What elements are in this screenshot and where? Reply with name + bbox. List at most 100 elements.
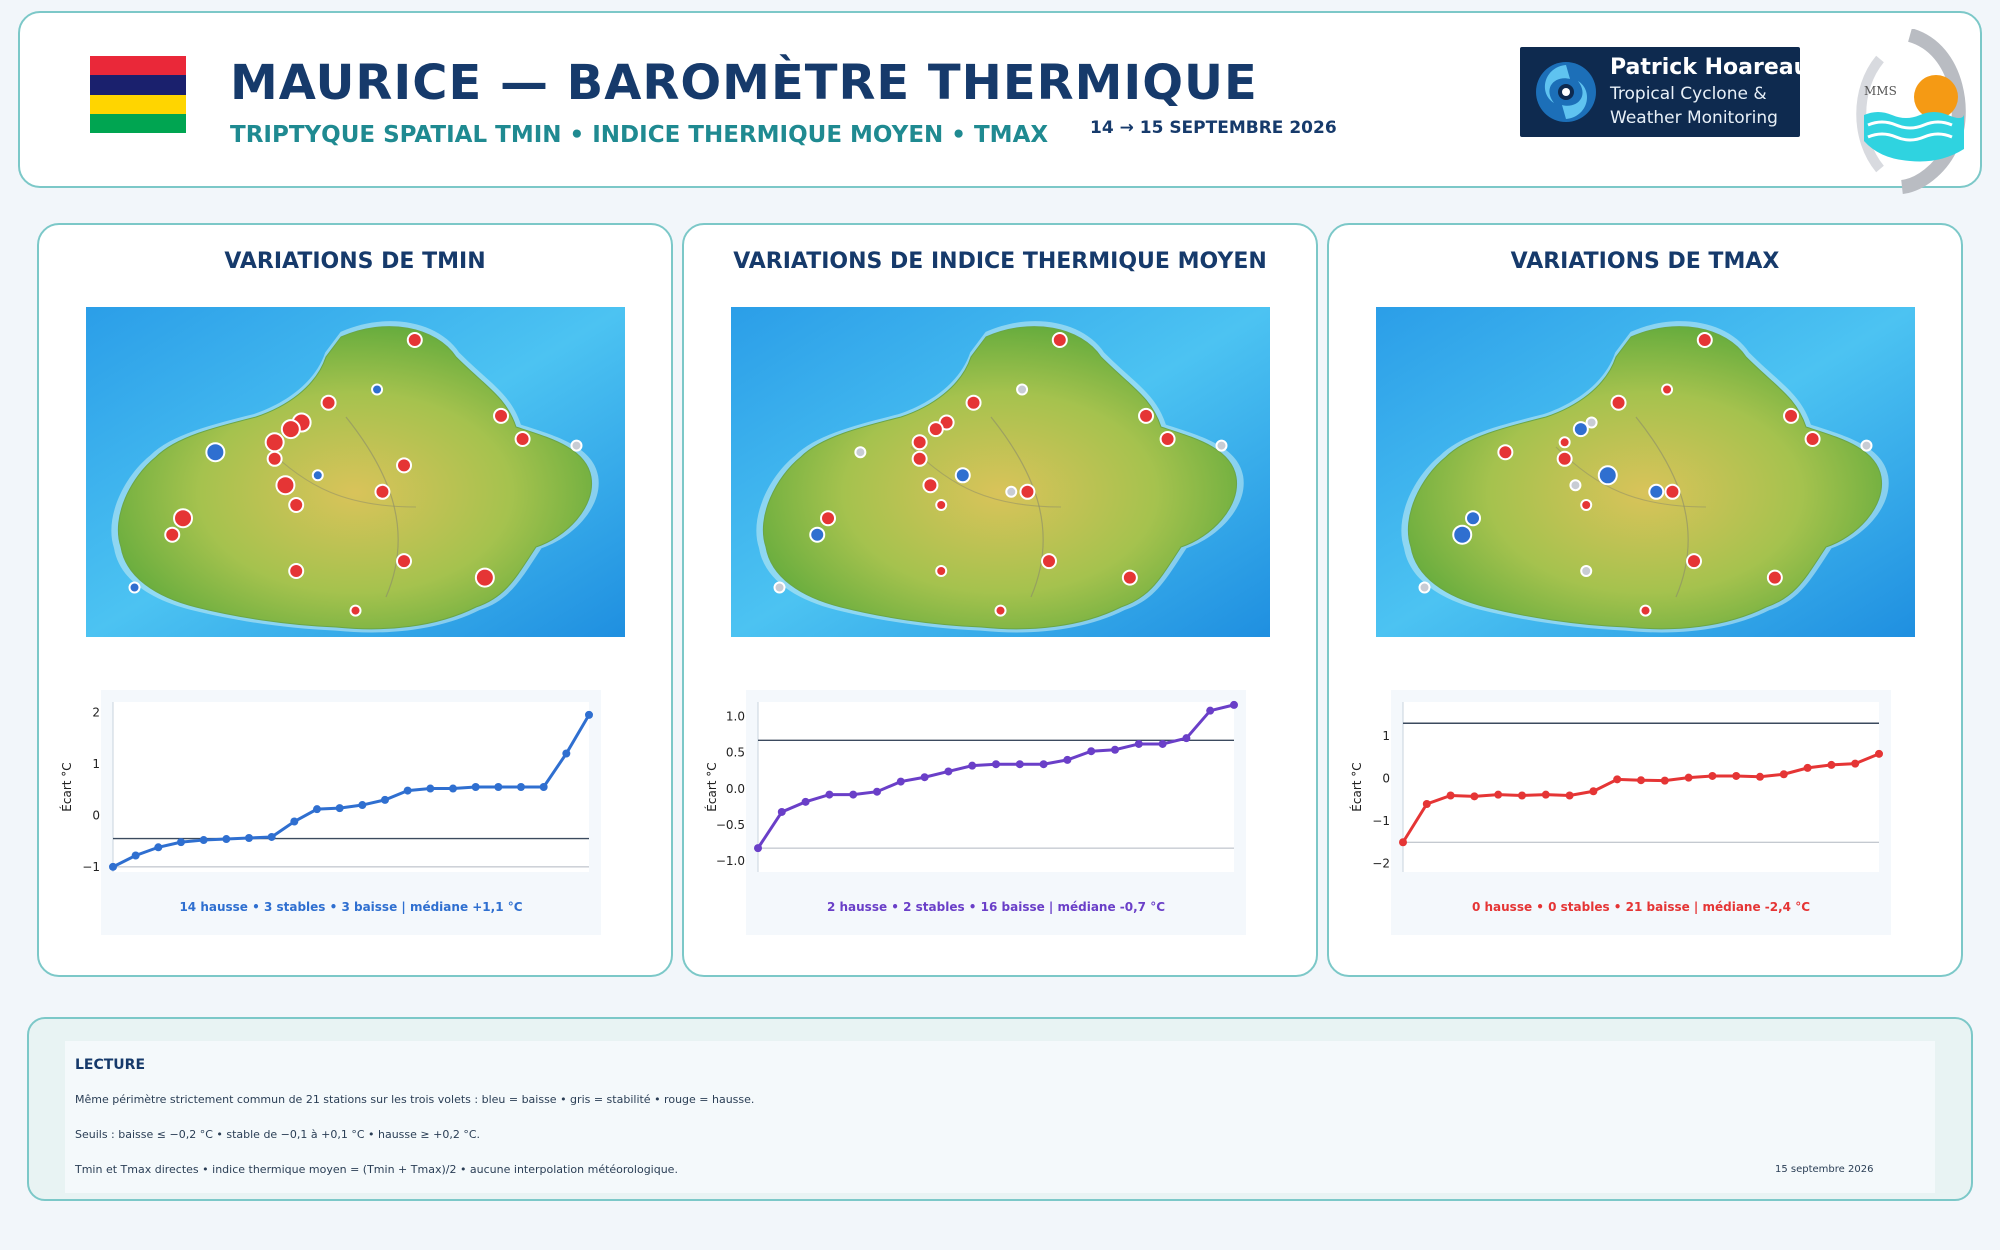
chart-svg: 1.0 0.5 0.0 −0.5 −1.0 Écart °C xyxy=(704,700,1238,872)
station-marker-up xyxy=(922,477,939,494)
data-point xyxy=(562,749,571,758)
y-tick-label: 1 xyxy=(1382,729,1390,743)
station-marker-up xyxy=(1766,569,1783,586)
y-tick-label: −2 xyxy=(1372,857,1390,871)
station-marker-up xyxy=(1664,483,1681,500)
station-marker-up xyxy=(164,526,181,543)
station-marker-down xyxy=(1452,524,1473,545)
data-point xyxy=(992,760,1000,769)
station-marker-up xyxy=(1121,569,1138,586)
y-axis-label: Écart °C xyxy=(59,762,74,811)
station-marker-up xyxy=(1804,431,1821,447)
mms-logo-text: MMS xyxy=(1864,84,1897,98)
y-axis-label: Écart °C xyxy=(704,762,719,811)
station-marker-up xyxy=(514,431,531,447)
data-point xyxy=(1565,791,1574,800)
station-marker-down xyxy=(1572,421,1589,438)
data-point xyxy=(1827,760,1836,769)
station-marker-up xyxy=(1696,332,1713,348)
station-marker-stable xyxy=(570,439,583,452)
chart-svg: 1 0 −1 −2 Écart °C xyxy=(1349,702,1883,872)
station-marker-up xyxy=(288,497,305,513)
station-marker-down xyxy=(311,469,324,482)
panel-title: VARIATIONS DE TMAX xyxy=(1510,249,1780,274)
data-point xyxy=(1541,790,1550,799)
y-tick-label: −1 xyxy=(1372,814,1390,828)
data-point xyxy=(381,795,389,804)
chart-tmin: 2 1 0 −1 Écart °C 14 hausse • 3 stables • 3 … xyxy=(59,690,601,935)
station-marker-up xyxy=(280,419,301,440)
page-subtitle: TRIPTYQUE SPATIAL TMIN • INDICE THERMIQU… xyxy=(230,122,1049,148)
station-marker-up xyxy=(935,499,948,511)
station-marker-up xyxy=(1686,553,1703,570)
data-point xyxy=(1087,747,1096,756)
station-marker-up xyxy=(406,332,423,348)
data-point xyxy=(1399,838,1407,847)
chart-svg: 2 1 0 −1 Écart °C xyxy=(59,702,593,874)
data-point xyxy=(267,832,276,841)
station-marker-down xyxy=(128,581,141,594)
data-point xyxy=(1422,800,1431,808)
data-point xyxy=(1182,734,1191,743)
data-point xyxy=(335,804,344,813)
logo-tagline-1: Tropical Cyclone & xyxy=(1610,84,1767,104)
panel-tmax: VARIATIONS DE TMAX 1 0 −1 −2 Écart °C 0 haus… xyxy=(1327,223,1963,977)
river-line xyxy=(345,416,399,598)
station-marker-up xyxy=(374,483,391,500)
data-point xyxy=(1039,760,1048,769)
station-marker-down xyxy=(371,383,384,396)
station-marker-up xyxy=(1497,444,1514,461)
flag-stripe-red xyxy=(90,56,186,76)
station-marker-up xyxy=(320,394,337,411)
data-point xyxy=(471,783,480,791)
cyclone-icon xyxy=(1536,62,1596,122)
y-tick-label: 1 xyxy=(92,757,100,771)
logo-name: Patrick Hoareau xyxy=(1610,55,1810,80)
station-marker-down xyxy=(954,467,971,484)
lecture-title: LECTURE xyxy=(75,1057,146,1073)
station-marker-up xyxy=(1159,431,1176,447)
data-point xyxy=(1206,706,1215,715)
flag-stripe-yellow xyxy=(90,94,186,114)
data-point xyxy=(1637,776,1645,785)
island-map-tmax xyxy=(1376,307,1915,637)
data-point xyxy=(177,838,185,847)
data-point xyxy=(1756,772,1764,781)
data-point xyxy=(290,817,299,826)
station-marker-down xyxy=(205,442,226,463)
y-tick-label: −0.5 xyxy=(716,818,745,832)
data-point xyxy=(1732,771,1741,780)
flag-stripe-blue xyxy=(90,75,186,95)
station-marker-stable xyxy=(1215,439,1228,452)
chart-summary: 2 hausse • 2 stables • 16 baisse | média… xyxy=(826,900,1166,914)
island-shape xyxy=(117,326,593,630)
island-map-tmin xyxy=(86,307,625,637)
station-marker-down xyxy=(1648,483,1665,500)
station-marker-stable xyxy=(1016,383,1029,396)
y-tick-label: −1.0 xyxy=(716,854,745,868)
lecture-line-2: Seuils : baisse ≤ −0,2 °C • stable de −0… xyxy=(75,1128,481,1141)
data-point xyxy=(1684,773,1693,782)
y-tick-label: 0 xyxy=(1382,772,1390,786)
data-point xyxy=(754,844,762,853)
logo-tagline-2: Weather Monitoring xyxy=(1610,108,1778,128)
data-point xyxy=(358,801,367,810)
station-marker-up xyxy=(266,450,283,467)
station-marker-stable xyxy=(1585,416,1598,429)
chart-summary: 0 hausse • 0 stables • 21 baisse | média… xyxy=(1471,900,1811,914)
data-point xyxy=(1494,790,1503,799)
data-point xyxy=(968,761,977,770)
y-tick-label: 1.0 xyxy=(726,709,745,723)
data-point xyxy=(1708,771,1717,780)
data-point xyxy=(1518,791,1526,800)
station-marker-stable xyxy=(1418,581,1431,594)
data-point xyxy=(1158,739,1167,748)
data-point xyxy=(1470,792,1479,801)
station-marker-up xyxy=(1610,394,1627,411)
station-marker-stable xyxy=(854,446,867,459)
island-shape xyxy=(762,326,1238,630)
data-point xyxy=(1875,749,1883,758)
station-marker-up xyxy=(1580,499,1593,511)
station-marker-up xyxy=(396,553,413,570)
y-axis-label: Écart °C xyxy=(1349,762,1364,811)
